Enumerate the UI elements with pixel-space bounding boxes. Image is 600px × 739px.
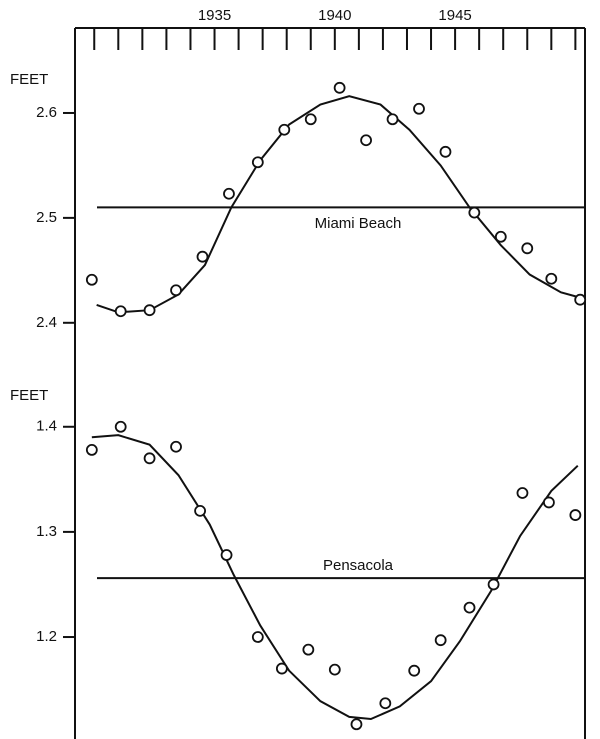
data-point	[170, 284, 182, 297]
data-point	[278, 123, 291, 136]
data-point	[463, 601, 476, 614]
data-point	[516, 487, 529, 499]
y-tick-label: 2.4	[36, 314, 57, 331]
annotation: Pensacola	[323, 557, 394, 574]
data-point	[379, 697, 392, 710]
data-point	[85, 273, 98, 286]
data-point	[302, 643, 315, 656]
data-point	[360, 134, 372, 147]
data-point	[223, 187, 235, 200]
data-point	[328, 663, 341, 676]
data-point	[220, 549, 233, 561]
y-label: FEET	[10, 387, 48, 404]
data-point	[494, 230, 507, 243]
data-point	[143, 452, 156, 465]
data-point	[85, 443, 98, 456]
data-point	[386, 113, 399, 126]
data-point	[543, 496, 555, 509]
data-point	[545, 272, 558, 285]
annotation: Miami Beach	[315, 215, 402, 232]
x-tick-label: 1940	[318, 7, 351, 24]
y-tick-label: 2.6	[36, 104, 57, 121]
data-point	[468, 206, 481, 219]
data-point	[521, 242, 534, 255]
data-point	[170, 440, 182, 453]
data-point	[275, 662, 288, 675]
data-point	[304, 113, 317, 126]
y-tick-label: 2.5	[36, 209, 57, 226]
x-tick-label: 1935	[198, 7, 231, 24]
data-point	[251, 156, 264, 169]
data-point	[408, 664, 421, 677]
data-point	[114, 305, 127, 318]
y-tick-label: 1.2	[36, 628, 57, 645]
fit-curve	[91, 434, 579, 721]
data-point	[143, 304, 156, 317]
data-point	[439, 145, 452, 158]
data-point	[350, 718, 363, 731]
fit-curve	[96, 95, 581, 314]
y-tick-label: 1.4	[36, 418, 57, 435]
data-point	[574, 293, 587, 306]
data-point	[333, 81, 346, 94]
data-point	[487, 578, 500, 591]
data-point	[251, 631, 264, 643]
data-point	[196, 250, 209, 263]
data-point	[413, 102, 425, 115]
x-tick-label: 1945	[438, 7, 471, 24]
data-point	[194, 504, 206, 517]
y-tick-label: 1.3	[36, 523, 57, 540]
y-label: FEET	[10, 71, 48, 88]
data-point	[114, 420, 127, 433]
data-point	[434, 634, 447, 647]
data-point	[569, 509, 582, 521]
